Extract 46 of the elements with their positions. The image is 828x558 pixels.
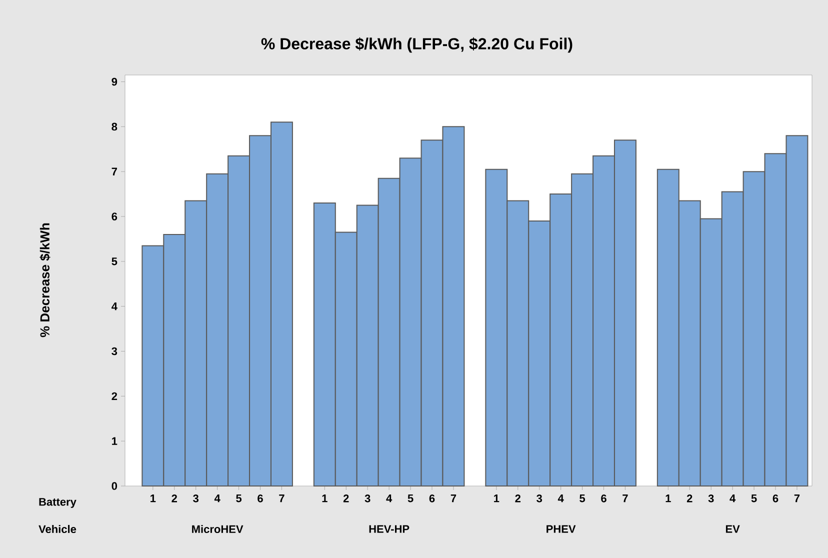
y-axis-title: % Decrease $/kWh [40,223,50,338]
y-tick-label: 5 [112,258,118,266]
x-tick-label: 4 [386,494,392,502]
y-tick-label: 0 [112,482,118,490]
y-tick-label: 1 [112,437,118,445]
x-tick-label: 6 [258,494,263,502]
text: Vehicle [38,524,76,534]
x-tick-label: 2 [343,494,349,502]
y-tick-label: 8 [112,122,118,131]
y-tick-label: 2 [112,392,118,400]
x-tick-label: 7 [794,494,800,502]
x-tick-label: 2 [515,494,520,502]
text: Battery [39,498,76,508]
x-tick-label: 1 [322,494,328,502]
text: PHEV [546,525,576,533]
x-tick-label: 6 [429,494,435,502]
x-tick-label: 2 [686,494,692,502]
x-tick-label: 6 [601,494,606,502]
x-tick-label: 5 [236,494,242,502]
x-tick-label: 3 [364,494,370,502]
y-tick-label: 4 [112,302,118,310]
x-tick-label: 1 [494,494,500,502]
chart-title: % Decrease $/kWh (LFP-G, $2.20 Cu Foil) [261,37,572,53]
text: EV [726,525,740,533]
x-tick-label: 3 [536,494,542,502]
x-tick-label: 3 [193,494,199,502]
y-tick-label: 7 [112,168,117,176]
x-tick-label: 5 [580,494,586,502]
x-tick-label: 1 [150,494,156,502]
text: MicroHEV [192,524,244,534]
x-tick-label: 5 [751,494,757,502]
x-tick-label: 1 [666,494,671,502]
x-tick-label: 7 [622,494,628,502]
x-tick-label: 4 [730,494,736,502]
x-tick-label: 5 [408,494,414,502]
x-tick-label: 4 [214,494,220,502]
y-tick-label: 6 [112,212,118,220]
y-tick-label: 9 [112,78,118,86]
text: HEV-HP [369,525,410,533]
x-tick-label: 7 [450,494,456,502]
x-tick-label: 2 [172,494,177,502]
x-tick-label: 3 [708,494,714,502]
y-tick-label: 3 [112,347,118,356]
x-tick-label: 7 [279,494,284,502]
x-tick-label: 4 [558,494,564,502]
x-tick-label: 6 [772,494,778,502]
